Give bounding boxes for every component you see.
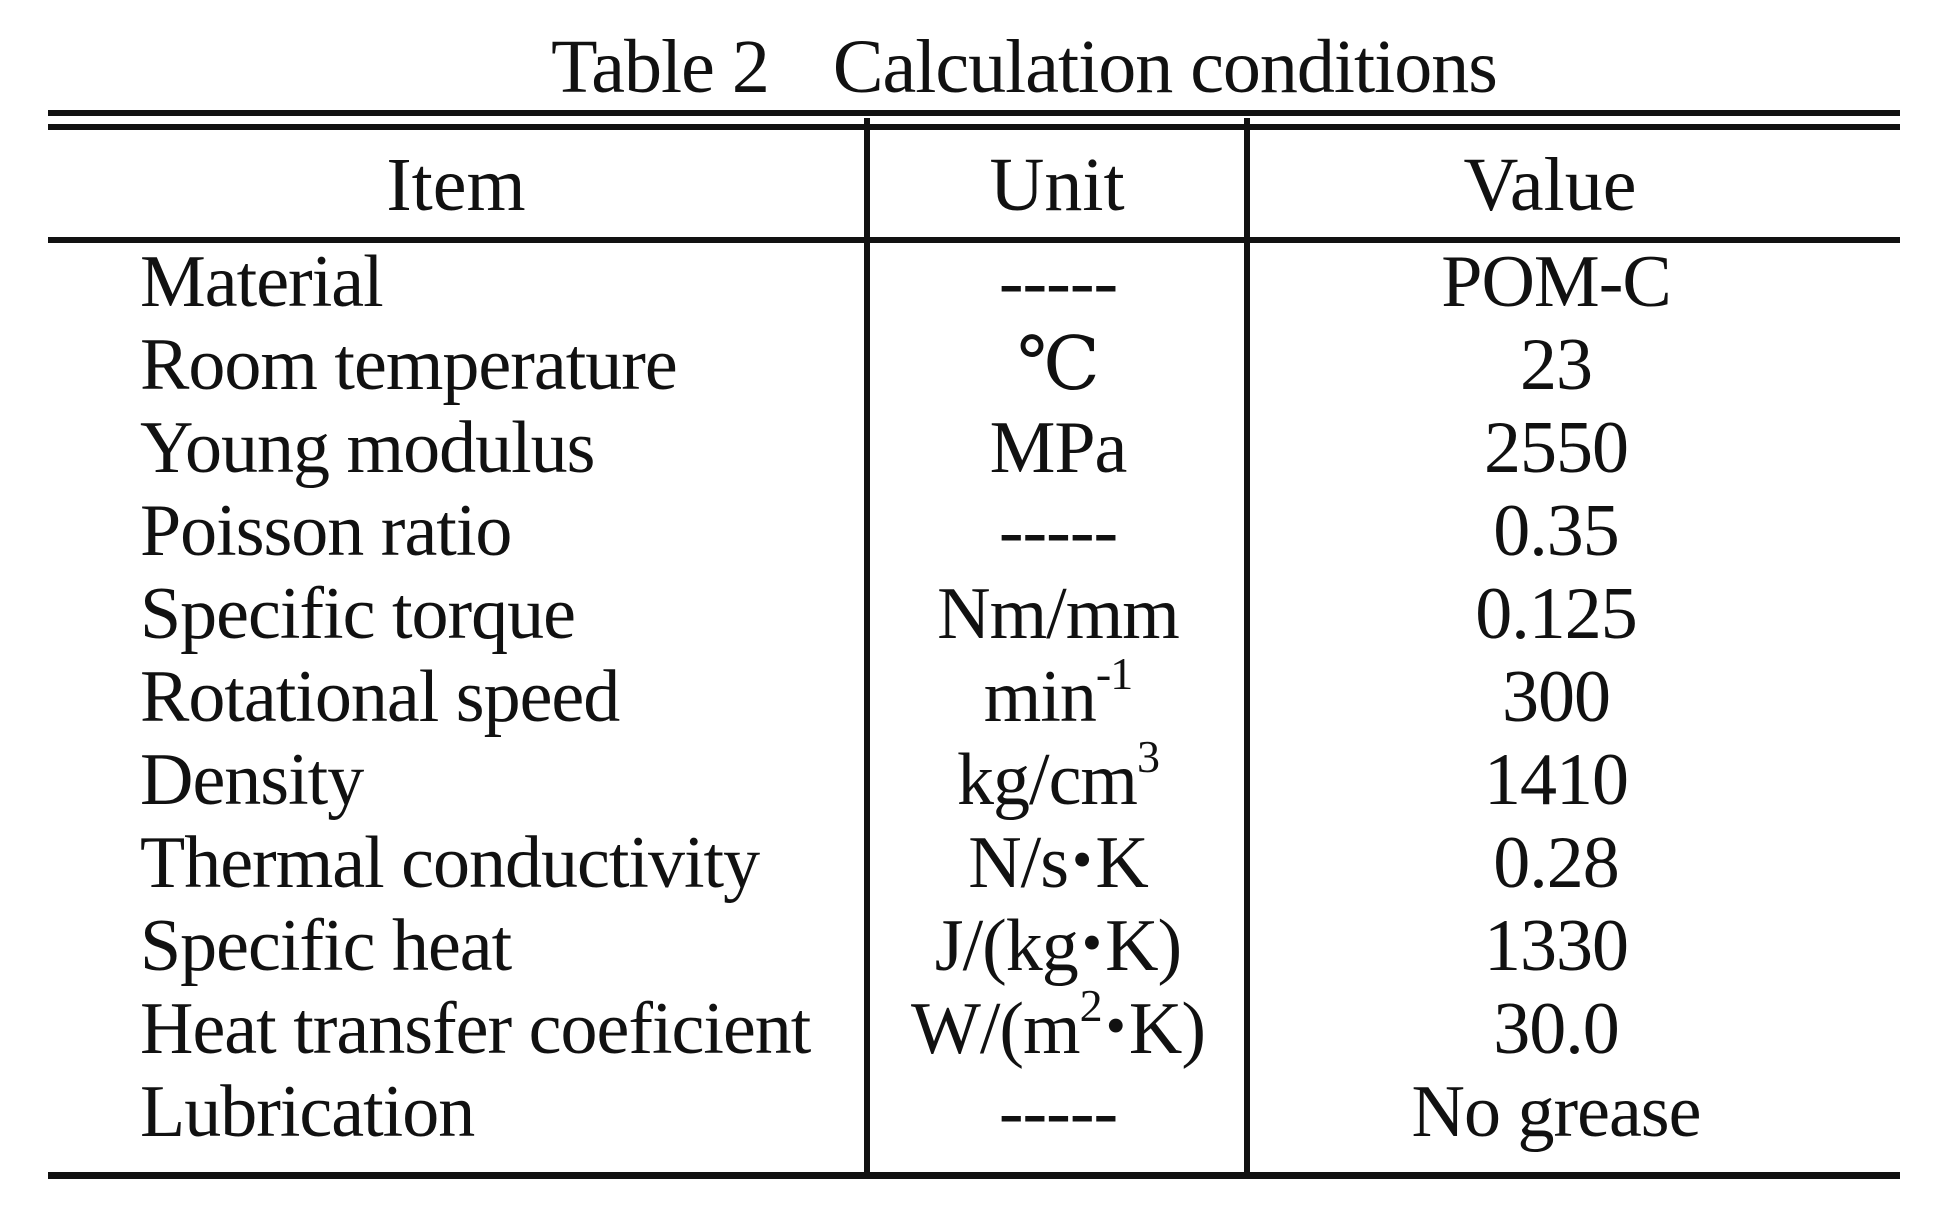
row-room-temperature-value: 23	[1520, 324, 1593, 406]
row-density-value: 1410	[1484, 739, 1629, 821]
unit-base: min	[983, 656, 1097, 738]
row-thermal-conductivity-item: Thermal conductivity	[140, 822, 760, 904]
row-thermal-conductivity-unit: N/s•K	[868, 821, 1248, 910]
row-poisson-ratio-value: 0.35	[1493, 490, 1620, 572]
row-room-temperature-unit: ℃	[1017, 324, 1100, 406]
header-item: Item	[386, 143, 526, 227]
caption-number: 2	[731, 25, 770, 109]
header-unit: Unit	[989, 143, 1125, 227]
row-rotational-speed-unit: min-1	[868, 651, 1248, 739]
row-thermal-conductivity-value: 0.28	[1493, 822, 1620, 904]
row-heat-transfer-value: 30.0	[1493, 988, 1620, 1070]
unit-superscript: 2	[1079, 980, 1103, 1032]
header-rule	[48, 237, 1900, 243]
row-young-modulus-unit: MPa	[989, 407, 1128, 489]
unit-part-b: K)	[1105, 905, 1182, 987]
row-material-item: Material	[140, 241, 384, 323]
unit-part-a: N/s	[968, 822, 1069, 904]
header-value: Value	[1463, 143, 1637, 227]
top-rule-inner	[48, 124, 1900, 130]
row-heat-transfer-unit: W/(m2•K)	[868, 983, 1248, 1076]
caption-label: Table	[551, 25, 715, 109]
row-specific-heat-value: 1330	[1484, 905, 1629, 987]
row-specific-torque-unit: Nm/mm	[937, 573, 1180, 655]
row-specific-heat-unit: J/(kg•K)	[868, 904, 1248, 993]
row-heat-transfer-item: Heat transfer coeficient	[140, 988, 811, 1070]
column-divider-1	[864, 118, 870, 1176]
row-lubrication-unit: -----	[998, 1071, 1118, 1153]
caption-title-word1: Calculation	[832, 25, 1173, 109]
top-rule-outer	[48, 110, 1900, 116]
column-divider-2	[1244, 118, 1250, 1176]
row-poisson-ratio-item: Poisson ratio	[140, 490, 512, 572]
row-material-unit: -----	[998, 241, 1118, 323]
unit-part-b: K)	[1128, 988, 1206, 1070]
row-lubrication-value: No grease	[1411, 1071, 1702, 1153]
unit-part-a: W/(m	[910, 988, 1081, 1070]
bottom-rule	[48, 1172, 1900, 1179]
table-caption: Table 2 Calculation conditions	[0, 22, 1958, 112]
unit-part-b: K	[1095, 822, 1148, 904]
unit-part-a: J/(kg	[934, 905, 1079, 987]
row-lubrication-item: Lubrication	[140, 1071, 475, 1153]
row-rotational-speed-value: 300	[1502, 656, 1611, 738]
row-young-modulus-item: Young modulus	[140, 407, 595, 489]
row-material-value: POM-C	[1441, 241, 1671, 323]
row-density-unit: kg/cm3	[868, 734, 1248, 822]
unit-dot: •	[1072, 827, 1092, 892]
row-specific-torque-item: Specific torque	[140, 573, 576, 655]
caption-title-word2: conditions	[1190, 25, 1498, 109]
unit-dot: •	[1105, 993, 1126, 1058]
row-young-modulus-value: 2550	[1484, 407, 1629, 489]
row-density-item: Density	[140, 739, 364, 821]
row-room-temperature-item: Room temperature	[140, 324, 678, 406]
row-rotational-speed-item: Rotational speed	[140, 656, 620, 738]
row-poisson-ratio-unit: -----	[998, 490, 1118, 572]
row-specific-torque-value: 0.125	[1475, 573, 1638, 655]
unit-superscript: -1	[1095, 648, 1133, 700]
unit-base: kg/cm	[957, 739, 1138, 821]
row-specific-heat-item: Specific heat	[140, 905, 512, 987]
unit-superscript: 3	[1136, 731, 1160, 783]
unit-dot: •	[1081, 910, 1102, 975]
